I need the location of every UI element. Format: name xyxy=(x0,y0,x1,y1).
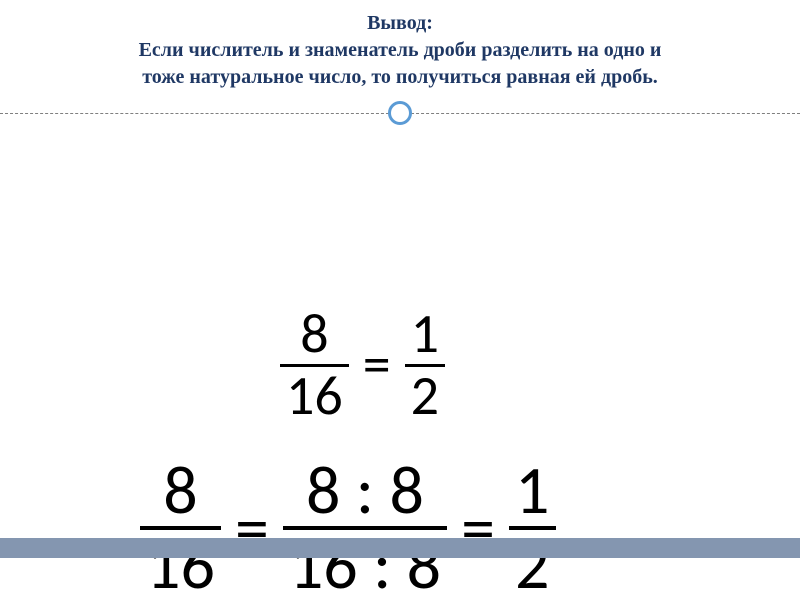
denominator: 16 xyxy=(280,367,349,426)
equation-1: 8 16 = 1 2 xyxy=(280,305,445,426)
equation-2: 8 16 = 8 : 8 16 : 8 = 1 2 xyxy=(140,455,556,600)
header-block: Вывод: Если числитель и знаменатель дроб… xyxy=(0,0,800,99)
title-line-1: Вывод: xyxy=(20,10,780,37)
title-line-3: тоже натуральное число, то получиться ра… xyxy=(20,64,780,91)
numerator: 1 xyxy=(509,455,555,526)
bottom-accent-bar xyxy=(0,538,800,558)
numerator: 8 xyxy=(157,455,203,526)
equals-sign: = xyxy=(349,331,405,399)
title-line-2: Если числитель и знаменатель дроби разде… xyxy=(20,37,780,64)
slide: Вывод: Если числитель и знаменатель дроб… xyxy=(0,0,800,600)
circle-decor xyxy=(388,101,412,125)
numerator: 8 xyxy=(294,305,334,364)
fraction-8-16: 8 16 xyxy=(280,305,349,426)
fraction-8-16: 8 16 xyxy=(140,455,221,600)
fraction-1-2: 1 2 xyxy=(509,455,555,600)
denominator: 2 xyxy=(405,367,445,426)
fraction-1-2: 1 2 xyxy=(405,305,445,426)
divider xyxy=(0,101,800,125)
numerator: 8 : 8 xyxy=(300,455,430,526)
numerator: 1 xyxy=(405,305,445,364)
fraction-8d8-16d8: 8 : 8 16 : 8 xyxy=(283,455,447,600)
